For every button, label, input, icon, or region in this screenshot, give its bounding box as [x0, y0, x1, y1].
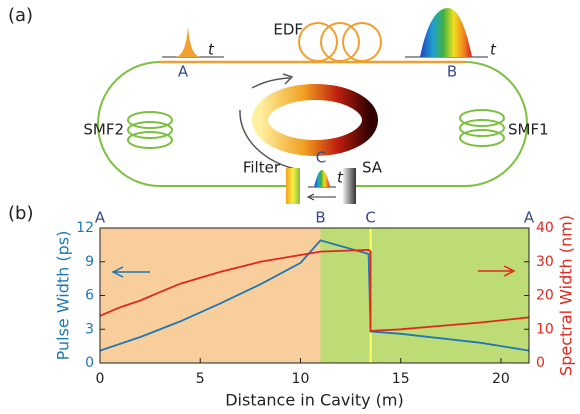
data-line: [99, 248, 530, 332]
position-label: B: [315, 209, 325, 227]
x-tick-label: 15: [392, 371, 410, 387]
y2-axis-title: Spectral Width (nm): [557, 215, 576, 376]
point-label: B: [447, 63, 457, 81]
pulse-b: [405, 8, 488, 58]
sa-label: SA: [362, 159, 383, 177]
y-tick-label: 3: [85, 321, 94, 337]
position-label: C: [365, 209, 375, 227]
region: [100, 228, 321, 363]
time-label: t: [337, 169, 344, 187]
filter: [286, 168, 300, 204]
time-label: t: [490, 41, 497, 59]
y-tick-label: 6: [85, 288, 94, 304]
edf-coil: [298, 22, 382, 62]
saturable-absorber: [343, 168, 356, 204]
y2-tick-label: 0: [536, 355, 545, 371]
smf1-coil: [459, 109, 505, 147]
y-axis-title: Pulse Width (ps): [54, 231, 73, 361]
y-tick-label: 12: [76, 220, 94, 236]
point-label: C: [316, 149, 326, 167]
y2-tick-label: 20: [536, 288, 554, 304]
x-tick-label: 20: [492, 371, 510, 387]
x-tick-label: 0: [96, 371, 105, 387]
panel-label: (a): [8, 5, 33, 26]
filter-label: Filter: [243, 159, 281, 177]
position-label: A: [95, 209, 106, 227]
point-label: A: [178, 63, 189, 81]
fiber-loop: [97, 61, 528, 187]
time-label: t: [208, 41, 215, 59]
edf-label: EDF: [273, 21, 303, 39]
x-axis-title: Distance in Cavity (m): [225, 391, 404, 410]
axis-arrow: [111, 266, 150, 278]
y2-tick-label: 30: [536, 254, 554, 270]
smf1-label: SMF1: [508, 121, 549, 139]
y-tick-label: 0: [85, 355, 94, 371]
pulse-c: [306, 170, 336, 201]
pulse-a: [162, 26, 224, 58]
position-label: A: [524, 209, 535, 227]
x-tick-label: 10: [292, 371, 310, 387]
y-tick-label: 9: [85, 254, 94, 270]
panel-label: (b): [8, 203, 33, 224]
smf2-label: SMF2: [83, 121, 124, 139]
y2-tick-label: 40: [536, 220, 554, 236]
torus: [239, 73, 378, 171]
data-line: [99, 239, 530, 352]
axis-arrow: [478, 265, 516, 277]
y2-tick-label: 10: [536, 321, 554, 337]
diagram: (a) t t t EDF A B C SMF2 SMF1 Filter SA: [8, 5, 549, 204]
smf2-coil: [127, 111, 173, 149]
x-tick-label: 5: [196, 371, 205, 387]
